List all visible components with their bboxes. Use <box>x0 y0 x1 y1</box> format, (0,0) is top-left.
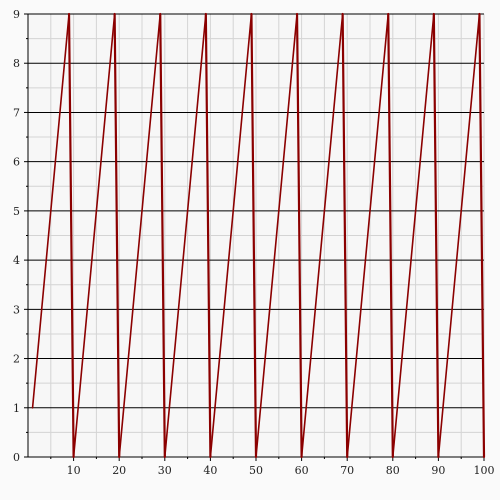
series-rising-segment <box>300 13 344 458</box>
y-tick-label: 7 <box>13 106 20 119</box>
series-drop-segment <box>478 12 486 459</box>
y-tick-label: 1 <box>13 402 20 415</box>
series-rising-segment <box>31 13 70 409</box>
series-rising-segment <box>209 13 253 458</box>
x-tick-label: 10 <box>67 464 81 477</box>
y-tick-label: 5 <box>13 205 20 218</box>
y-tick-label: 0 <box>13 451 20 464</box>
y-tick-label: 9 <box>13 8 20 21</box>
x-tick-label: 40 <box>203 464 217 477</box>
series-drop-segment <box>113 12 121 459</box>
series-rising-segment <box>437 13 481 458</box>
x-tick-label: 60 <box>295 464 309 477</box>
x-tick-label: 30 <box>158 464 172 477</box>
series-rising-segment <box>391 13 435 458</box>
series-rising-segment <box>164 13 207 458</box>
series-rising-segment <box>255 13 298 458</box>
series-drop-segment <box>67 12 75 459</box>
y-tick-label: 6 <box>13 156 20 169</box>
x-tick-label: 80 <box>386 464 400 477</box>
series-rising-segment <box>72 13 116 458</box>
series-drop-segment <box>341 12 349 459</box>
y-tick-label: 4 <box>13 254 20 267</box>
series-drop-segment <box>387 12 394 459</box>
series-drop-segment <box>432 12 440 459</box>
x-tick-label: 90 <box>431 464 445 477</box>
x-tick-label: 50 <box>249 464 263 477</box>
y-tick-label: 2 <box>13 353 20 366</box>
series-drop-segment <box>295 12 303 459</box>
y-tick-label: 3 <box>13 303 20 316</box>
series-rising-segment <box>118 13 162 458</box>
series-drop-segment <box>250 12 258 459</box>
series-drop-segment <box>159 12 166 459</box>
x-tick-label: 100 <box>474 464 495 477</box>
series-drop-segment <box>204 12 212 459</box>
series-rising-segment <box>346 13 390 458</box>
x-tick-label: 70 <box>340 464 354 477</box>
y-tick-label: 8 <box>13 57 20 70</box>
x-tick-label: 20 <box>112 464 126 477</box>
